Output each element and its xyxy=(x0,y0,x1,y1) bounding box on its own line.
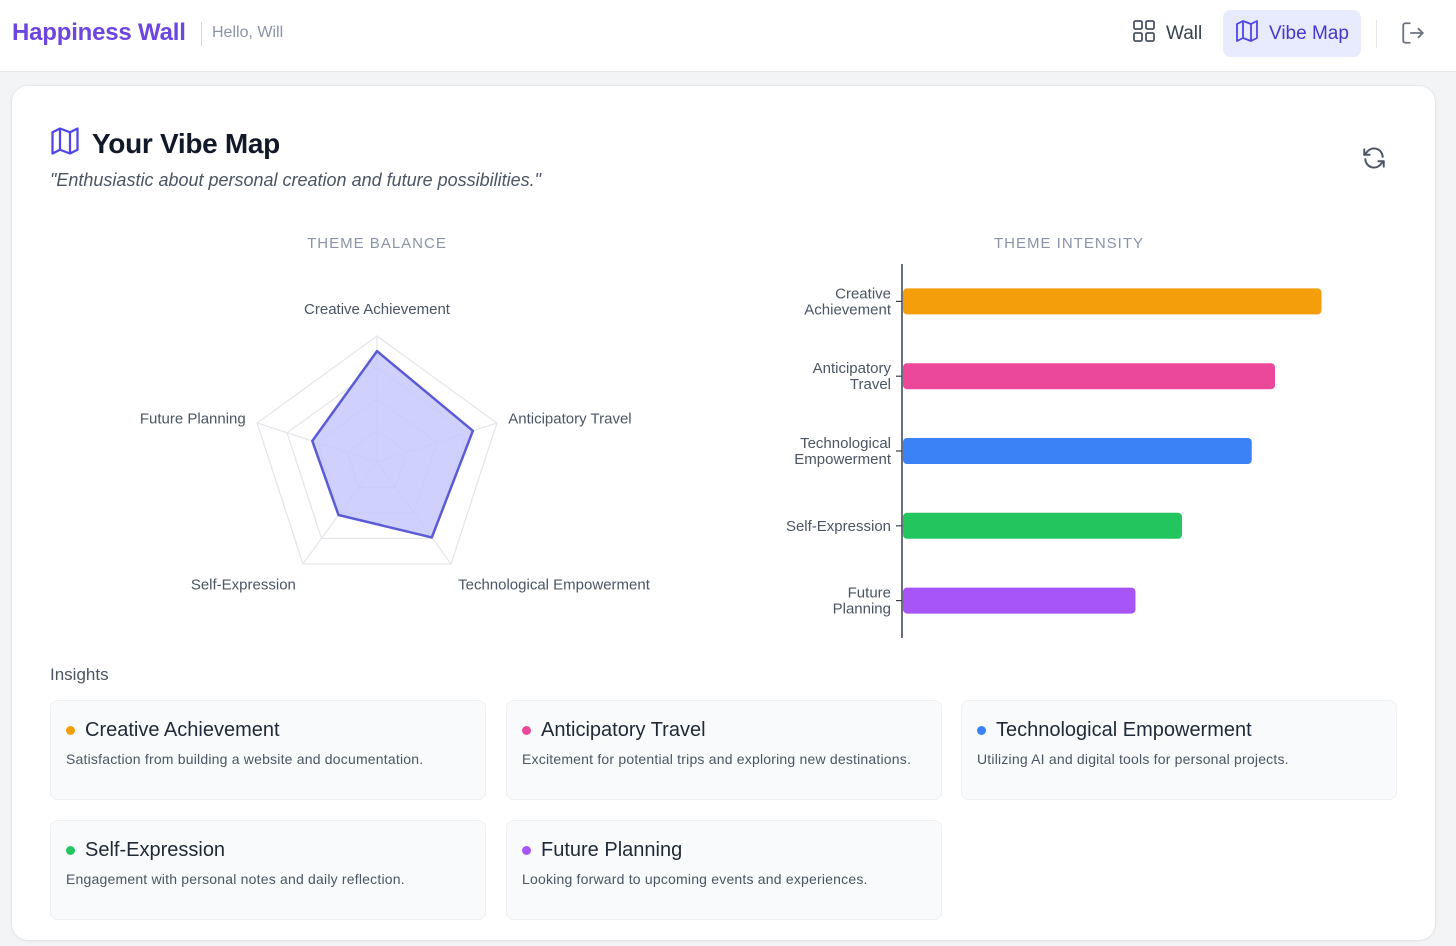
insight-color-dot xyxy=(977,726,986,735)
bar xyxy=(903,512,1182,539)
nav-vibe-map-label: Vibe Map xyxy=(1269,22,1349,44)
insight-description: Utilizing AI and digital tools for perso… xyxy=(977,751,1289,767)
radar-axis-label: Self-Expression xyxy=(191,577,296,594)
insight-color-dot xyxy=(522,726,531,735)
logout-button[interactable] xyxy=(1396,18,1430,52)
map-icon xyxy=(1235,19,1259,49)
insight-title: Creative Achievement xyxy=(85,719,280,741)
user-greeting: Hello, Will xyxy=(212,24,284,41)
radar-chart-heading: THEME BALANCE xyxy=(307,235,447,252)
bar xyxy=(903,363,1275,390)
insight-title: Future Planning xyxy=(541,839,683,861)
radar-axis-label: Technological Empowerment xyxy=(458,577,651,594)
radar-series-polygon xyxy=(311,349,475,539)
bar-category-labels: Creative Achievement Anticipatory Travel Tec… xyxy=(786,285,892,617)
nav-divider xyxy=(1376,20,1377,48)
insight-color-dot xyxy=(66,846,75,855)
insight-description: Satisfaction from building a website and… xyxy=(66,751,424,767)
vibe-map-card: Your Vibe Map "Enthusiastic about person… xyxy=(12,86,1435,940)
bar-series xyxy=(903,288,1322,614)
vibe-summary-quote: "Enthusiastic about personal creation an… xyxy=(50,170,542,190)
theme-intensity-bar-chart: Creative Achievement Anticipatory Travel Tec… xyxy=(786,264,1322,638)
bar-category-label: Creative Achievement xyxy=(804,285,892,318)
bar xyxy=(903,587,1136,614)
brand-divider xyxy=(201,22,202,46)
insights-section-label: Insights xyxy=(50,665,109,684)
insight-title: Technological Empowerment xyxy=(996,719,1252,741)
insight-card-anticipatory-travel: Anticipatory Travel Excitement for poten… xyxy=(506,700,942,800)
bar-chart-heading: THEME INTENSITY xyxy=(993,235,1144,252)
bar-category-label: Future Planning xyxy=(833,585,891,618)
radar-axis-label: Creative Achievement xyxy=(304,301,451,318)
radar-data-area xyxy=(311,349,475,539)
radar-axis-label: Anticipatory Travel xyxy=(508,410,631,427)
map-icon xyxy=(50,126,80,161)
insight-card-technological-empowerment: Technological Empowerment Utilizing AI a… xyxy=(961,700,1397,800)
insight-color-dot xyxy=(522,846,531,855)
radar-axis-labels: Creative Achievement Anticipatory Travel T… xyxy=(140,301,651,594)
theme-balance-radar-chart: Creative Achievement Anticipatory Travel T… xyxy=(140,301,651,594)
insight-description: Looking forward to upcoming events and e… xyxy=(522,871,868,887)
grid-icon xyxy=(1132,19,1156,49)
insight-description: Engagement with personal notes and daily… xyxy=(66,871,405,887)
insight-color-dot xyxy=(66,726,75,735)
brand-logo-text[interactable]: Happiness Wall xyxy=(12,19,186,46)
insight-card-creative-achievement: Creative Achievement Satisfaction from b… xyxy=(50,700,486,800)
bar xyxy=(903,438,1252,464)
insight-description: Excitement for potential trips and explo… xyxy=(522,751,912,767)
nav-vibe-map-button[interactable]: Vibe Map xyxy=(1223,10,1361,57)
nav-wall-button[interactable]: Wall xyxy=(1120,10,1218,57)
logout-icon xyxy=(1400,20,1426,51)
page-title: Your Vibe Map xyxy=(92,127,280,159)
card-header: Your Vibe Map xyxy=(50,126,280,161)
radar-grid-ring xyxy=(256,335,498,565)
radar-axis-label: Future Planning xyxy=(140,410,246,427)
insight-title: Anticipatory Travel xyxy=(541,719,706,741)
bar xyxy=(903,288,1322,315)
bar-category-label: Self-Expression xyxy=(786,518,891,535)
bar-category-label: Anticipatory Travel xyxy=(813,360,892,393)
refresh-icon xyxy=(1361,145,1387,176)
refresh-button[interactable] xyxy=(1358,144,1390,176)
insight-card-future-planning: Future Planning Looking forward to upcom… xyxy=(506,820,942,920)
top-navigation-bar: Happiness Wall Hello, Will Wall Vibe Map xyxy=(0,0,1456,72)
insight-title: Self-Expression xyxy=(85,839,226,861)
nav-wall-label: Wall xyxy=(1166,22,1203,44)
bar-axis xyxy=(896,264,903,638)
bar-category-label: Technological Empowerment xyxy=(794,435,892,468)
insight-card-self-expression: Self-Expression Engagement with personal… xyxy=(50,820,486,920)
